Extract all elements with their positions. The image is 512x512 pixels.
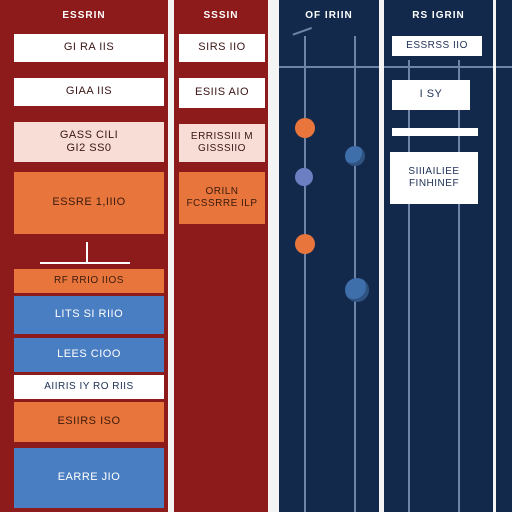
column-header: OF IRIIN (305, 10, 353, 21)
list-item[interactable]: AIIRIS IY RO RIIS (14, 375, 164, 399)
connector-line (86, 242, 88, 262)
list-item[interactable]: I SY (392, 80, 470, 110)
list-item[interactable]: ESIIRS ISO (14, 402, 164, 442)
divider (384, 66, 493, 68)
column-header: RS IGRIN (412, 10, 465, 21)
panel-gap (379, 0, 384, 512)
list-item[interactable]: SIIIAILIEE FINHINEF (390, 152, 478, 204)
column-panel-1: ESSRIN GI RA IIS GIAA IIS GASS CILI GI2 … (0, 0, 168, 512)
connector-line (40, 262, 130, 264)
column-header: ESSRIN (62, 10, 106, 21)
list-item[interactable] (392, 128, 478, 136)
divider (279, 66, 379, 68)
slider-track[interactable] (458, 60, 460, 512)
slider-handle[interactable] (345, 278, 369, 302)
panel-gap (268, 0, 279, 512)
list-item[interactable]: RF RRIO IIOS (14, 269, 164, 293)
list-item[interactable]: LITS SI RIIO (14, 296, 164, 334)
panel-gap (168, 0, 174, 512)
column-header: SSSIN (203, 10, 239, 21)
slider-track[interactable] (354, 36, 356, 512)
divider (496, 66, 512, 68)
slider-track-top (292, 26, 316, 46)
list-item[interactable]: ESSRE 1,IIIO (14, 172, 164, 234)
list-item[interactable]: GIAA IIS (14, 78, 164, 106)
list-item[interactable]: ESSRSS IIO (392, 36, 482, 56)
column-panel-5 (496, 0, 512, 512)
slider-track[interactable] (304, 36, 306, 512)
slider-handle[interactable] (295, 234, 315, 254)
slider-handle[interactable] (295, 118, 315, 138)
list-item[interactable]: ESIIS AIO (179, 78, 265, 108)
list-item[interactable]: GI RA IIS (14, 34, 164, 62)
list-item[interactable]: SIRS IIO (179, 34, 265, 62)
panel-gap (493, 0, 496, 512)
list-item[interactable]: GASS CILI GI2 SS0 (14, 122, 164, 162)
slider-handle[interactable] (295, 168, 313, 186)
list-item[interactable]: EARRE JIO (14, 448, 164, 508)
list-item[interactable]: ERRISSIII M GISSSIIO (179, 124, 265, 162)
column-panel-3: OF IRIIN (279, 0, 379, 512)
list-item[interactable]: ORILN FCSSRRE ILP (179, 172, 265, 224)
list-item[interactable]: LEES CIOO (14, 338, 164, 372)
slider-handle[interactable] (345, 146, 365, 166)
slider-track[interactable] (408, 60, 410, 512)
column-panel-4: RS IGRIN ESSRSS IIO I SY SIIIAILIEE FINH… (384, 0, 493, 512)
column-panel-2: SSSIN SIRS IIO ESIIS AIO ERRISSIII M GIS… (174, 0, 268, 512)
